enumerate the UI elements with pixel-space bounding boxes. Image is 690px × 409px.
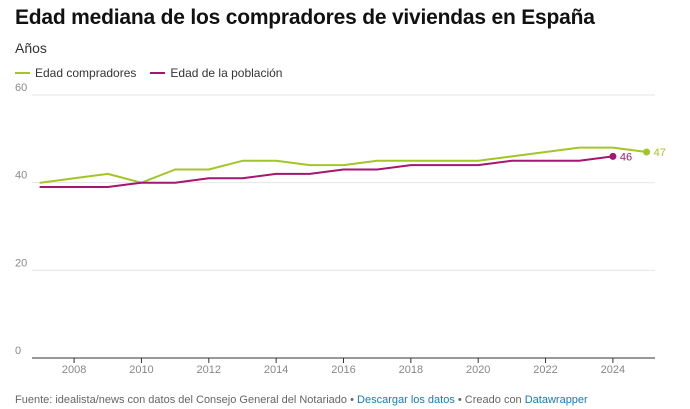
- footer-source: Fuente: idealista/news con datos del Con…: [15, 394, 348, 406]
- datawrapper-link[interactable]: Datawrapper: [524, 394, 588, 406]
- legend: Edad compradores Edad de la población: [15, 66, 282, 80]
- x-tick-label: 2012: [197, 364, 221, 376]
- x-tick-label: 2020: [466, 364, 490, 376]
- footer-created-with: • Creado con: [454, 394, 525, 406]
- x-tick-label: 2022: [533, 364, 557, 376]
- series-line-poblacion: [39, 155, 614, 188]
- x-tick-label: 2014: [264, 364, 288, 376]
- y-tick-label: 20: [15, 257, 27, 269]
- y-tick-label: 60: [15, 82, 27, 94]
- legend-swatch-poblacion: [150, 72, 166, 74]
- series-end-point-compradores: [643, 148, 651, 156]
- legend-swatch-compradores: [15, 72, 30, 74]
- legend-item-poblacion: Edad de la población: [150, 66, 282, 80]
- series-end-label-poblacion: 46: [620, 151, 632, 163]
- series-line-compradores: [39, 146, 648, 184]
- x-tick-label: 2008: [62, 364, 86, 376]
- footer-separator: •: [347, 394, 358, 406]
- y-tick-label: 40: [15, 170, 27, 182]
- x-tick-label: 2024: [601, 364, 625, 376]
- x-tick-label: 2010: [129, 364, 153, 376]
- y-tick-label: 0: [15, 345, 21, 357]
- chart-title: Edad mediana de los compradores de vivie…: [15, 6, 595, 29]
- x-tick-label: 2018: [399, 364, 423, 376]
- footer: Fuente: idealista/news con datos del Con…: [15, 394, 588, 406]
- legend-label-poblacion: Edad de la población: [170, 66, 283, 80]
- line-chart: 0 20 40 60 2008 2010 2012 2014 2016 2018 2020 2022 2…: [15, 82, 666, 376]
- series-end-point-poblacion: [609, 152, 617, 160]
- x-tick-label: 2016: [331, 364, 355, 376]
- legend-item-compradores: Edad compradores: [15, 66, 136, 80]
- download-data-link[interactable]: Descargar los datos: [357, 394, 455, 406]
- chart-subtitle: Años: [15, 40, 47, 56]
- legend-label-compradores: Edad compradores: [35, 66, 137, 80]
- series-end-label-compradores: 47: [654, 147, 666, 159]
